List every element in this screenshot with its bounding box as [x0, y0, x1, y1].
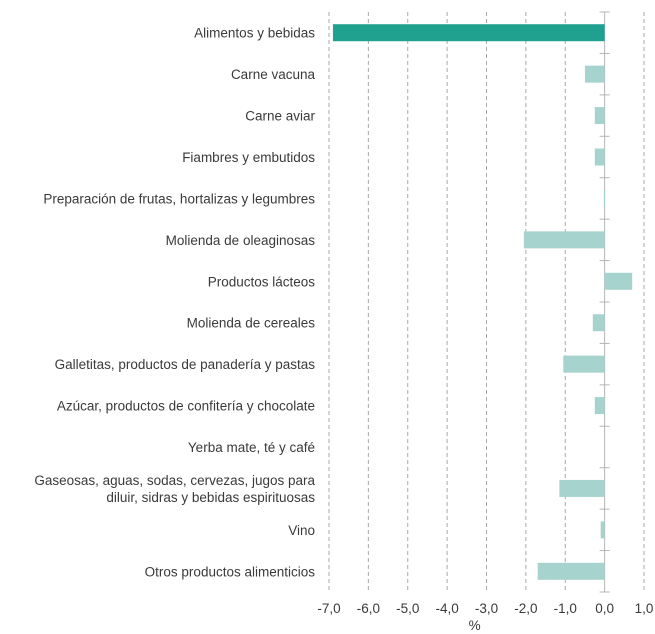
bar	[603, 189, 606, 207]
x-tick-label: -1,0	[554, 601, 577, 616]
x-tick-label: -2,0	[514, 601, 537, 616]
category-label: Vino	[288, 523, 315, 538]
bar	[594, 107, 605, 125]
bar	[523, 231, 605, 249]
category-label: Molienda de cereales	[187, 316, 316, 331]
bar	[332, 24, 605, 42]
x-axis-title: %	[469, 618, 481, 633]
category-label: Fiambres y embutidos	[182, 150, 315, 165]
category-label: Molienda de oleaginosas	[166, 233, 316, 248]
category-label: Alimentos y bebidas	[194, 26, 315, 41]
bar	[584, 65, 605, 83]
category-label: Preparación de frutas, hortalizas y legu…	[43, 191, 315, 206]
bars	[332, 24, 633, 580]
bar	[592, 314, 605, 332]
bar	[559, 479, 605, 497]
x-tick-label: -7,0	[317, 601, 340, 616]
category-label: Gaseosas, aguas, sodas, cervezas, jugos …	[34, 473, 315, 488]
x-tick-label: -4,0	[435, 601, 458, 616]
category-label: Azúcar, productos de confitería y chocol…	[57, 399, 315, 414]
bar	[537, 562, 605, 580]
x-tick-label: -6,0	[357, 601, 380, 616]
gridlines	[328, 12, 645, 592]
bar	[594, 397, 605, 415]
category-label: Carne aviar	[245, 109, 315, 124]
category-label: diluir, sidras y bebidas espirituosas	[106, 490, 315, 505]
x-tick-label: 0,0	[595, 601, 614, 616]
category-ticks	[599, 11, 610, 593]
x-tick-label: 1,0	[635, 601, 654, 616]
category-label: Otros productos alimenticios	[145, 564, 316, 579]
bar	[600, 521, 605, 539]
category-labels: Alimentos y bebidas Carne vacuna Carne avi…	[34, 26, 315, 580]
category-label: Yerba mate, té y café	[188, 440, 315, 455]
category-label: Productos lácteos	[208, 274, 316, 289]
bar	[594, 148, 605, 166]
bar	[563, 355, 605, 373]
category-label: Carne vacuna	[231, 67, 316, 82]
x-tick-label: -3,0	[475, 601, 498, 616]
bar	[604, 272, 633, 290]
category-label: Galletitas, productos de panadería y pas…	[55, 357, 316, 372]
x-tick-label: -5,0	[396, 601, 419, 616]
x-tick-labels: -7,0 -6,0 -5,0 -4,0 -3,0 -2,0 -1,0 0,0 1,0	[317, 601, 653, 616]
